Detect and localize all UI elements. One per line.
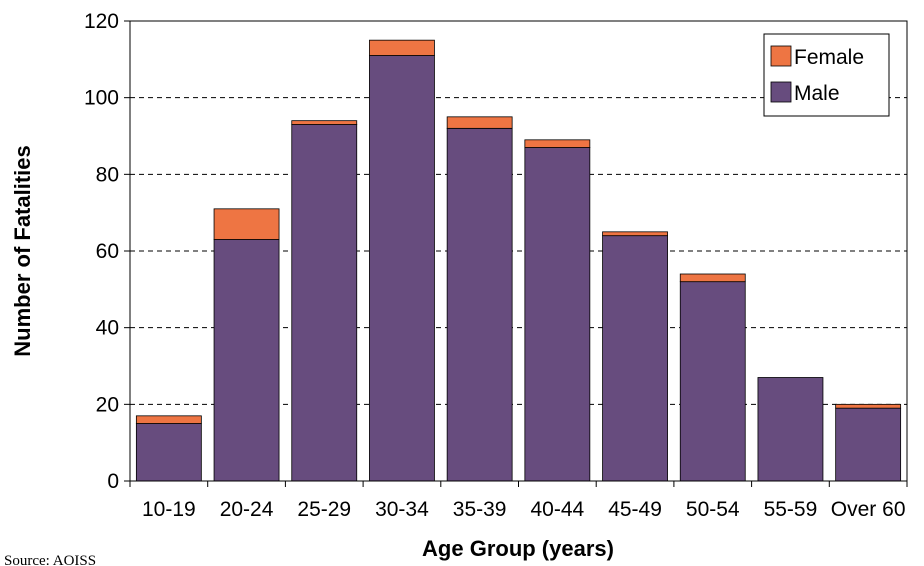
bar-female-45-49 <box>602 231 668 237</box>
bar-female-over-60 <box>835 403 902 409</box>
legend: Female Male <box>763 33 890 117</box>
legend-label-female: Female <box>794 46 864 69</box>
bar-female-10-19 <box>135 415 202 424</box>
bar-male-50-54 <box>679 281 746 482</box>
x-tick-label: 50-54 <box>686 498 740 521</box>
legend-label-male: Male <box>794 82 840 105</box>
bar-female-35-39 <box>446 116 513 129</box>
x-axis-ticks: 10-19 20-24 25-29 30-34 35-39 40-44 45-49 50-54… <box>129 481 908 521</box>
y-tick-label: 40 <box>96 317 119 340</box>
y-tick-label: 0 <box>107 470 119 493</box>
bar-female-50-54 <box>679 273 746 283</box>
x-tick-label: 25-29 <box>297 498 351 521</box>
y-tick-label: 20 <box>96 393 119 416</box>
bar-male-45-49 <box>602 235 668 482</box>
x-tick-label: 20-24 <box>220 498 274 521</box>
bar-female-20-24 <box>213 208 280 240</box>
y-axis-title: Number of Fatalities <box>10 145 35 356</box>
bar-male-20-24 <box>213 239 280 482</box>
bar-male-25-29 <box>291 124 358 482</box>
bar-male-over-60 <box>835 407 902 482</box>
bar-male-30-34 <box>369 55 435 482</box>
x-tick-label: 10-19 <box>142 498 196 521</box>
x-tick-label: 30-34 <box>375 498 429 521</box>
y-tick-label: 80 <box>96 163 119 186</box>
y-tick-label: 120 <box>84 10 119 33</box>
y-axis-ticks: 0 20 40 60 80 100 120 <box>84 10 130 493</box>
bar-male-35-39 <box>446 127 513 482</box>
x-tick-label: 40-44 <box>530 498 584 521</box>
x-tick-label: 45-49 <box>608 498 662 521</box>
bar-male-10-19 <box>135 423 202 482</box>
bar-male-55-59 <box>757 377 824 482</box>
x-tick-label: 55-59 <box>764 498 818 521</box>
y-tick-label: 60 <box>96 240 119 263</box>
legend-swatch-female <box>770 45 792 67</box>
bar-female-30-34 <box>369 39 435 56</box>
bar-male-40-44 <box>524 147 591 482</box>
source-note: Source: AOISS <box>4 553 96 566</box>
bar-female-25-29 <box>291 120 358 125</box>
y-tick-label: 100 <box>84 87 119 110</box>
x-axis-title: Age Group (years) <box>422 536 614 561</box>
legend-swatch-male <box>770 81 792 103</box>
x-tick-label: Over 60 <box>831 498 906 521</box>
bars <box>135 39 902 482</box>
x-tick-label: 35-39 <box>453 498 507 521</box>
bar-female-40-44 <box>524 139 591 148</box>
